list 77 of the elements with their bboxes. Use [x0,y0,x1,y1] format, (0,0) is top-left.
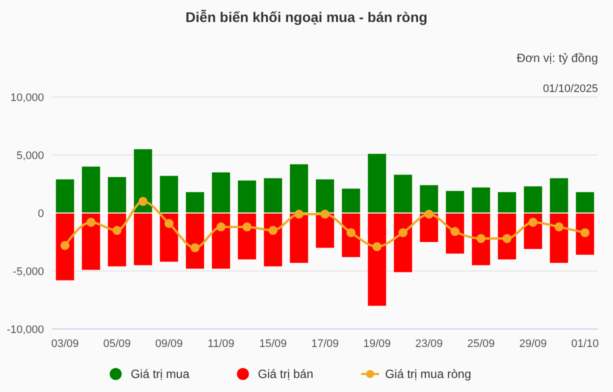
chart-title: Diễn biến khối ngoại mua - bán ròng [186,9,428,25]
bar [524,186,542,213]
point [450,227,460,236]
point [242,222,252,232]
point [112,226,122,235]
y-tick-label: -5,000 [12,266,44,278]
bar [576,213,594,255]
text: Đơn vị: tỷ đồng [516,51,598,65]
point [86,218,96,227]
point [60,240,70,250]
bar [550,178,568,213]
legend-label: Giá trị mua [130,367,190,381]
point [320,210,330,219]
x-tick-label: 17/09 [311,338,339,350]
x-tick-label: 19/09 [363,338,391,350]
point [268,226,278,235]
bar [56,213,74,280]
bar [160,176,178,213]
bar [498,192,516,213]
point [502,234,512,244]
bar [264,178,282,213]
point [424,210,434,219]
bar [576,192,594,213]
point [138,196,148,206]
point [528,218,538,227]
x-tick-label: 25/09 [467,338,495,350]
bar [212,172,230,213]
bar [394,174,412,213]
bar [238,180,256,213]
point [398,228,408,238]
point [372,242,382,252]
x-tick-label: 01/10 [571,338,599,350]
bar [186,213,204,269]
x-tick-label: 09/09 [155,338,183,350]
bar [56,179,74,213]
x-tick-label: 03/09 [51,338,79,350]
bar [368,213,386,306]
point [476,234,486,244]
x-tick-label: 29/09 [519,338,547,350]
x-tick-label: 05/09 [103,338,131,350]
text: 01/10/2025 [542,83,598,95]
x-tick-label: 23/09 [415,338,443,350]
point [164,218,174,228]
bar [316,179,334,213]
x-tick-label: 15/09 [259,338,287,350]
y-tick-label: 0 [38,208,44,220]
bar [212,213,230,269]
bar [108,213,126,266]
bar [446,190,464,213]
bar [394,213,412,272]
bar [108,177,126,213]
bar [264,213,282,266]
bar [550,213,568,263]
point [294,210,304,219]
point [554,222,564,232]
bar [134,149,152,213]
bar [420,185,438,213]
bar [290,164,308,213]
y-tick-label: -10,000 [6,324,44,336]
bar [82,166,100,213]
bar [342,188,360,213]
bar [472,213,490,266]
y-tick-label: 5,000 [16,150,44,162]
bar [82,213,100,270]
bar [290,213,308,263]
bar [186,192,204,213]
point [190,243,200,252]
bar [134,213,152,266]
point [346,228,356,238]
legend-label: Giá trị bán [258,367,314,381]
point [580,228,590,238]
y-tick-label: 10,000 [10,92,44,104]
legend-label: Giá trị mua ròng [385,367,472,381]
bar [368,154,386,213]
x-tick-label: 11/09 [208,338,234,350]
bar [472,187,490,213]
point [216,222,226,232]
